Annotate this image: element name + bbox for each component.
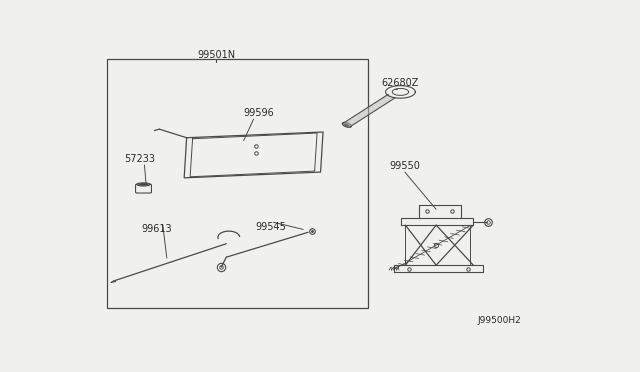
Bar xyxy=(108,59,368,308)
Text: J99500H2: J99500H2 xyxy=(477,316,521,325)
Text: 99545: 99545 xyxy=(255,222,286,231)
Text: 99596: 99596 xyxy=(243,108,274,118)
Ellipse shape xyxy=(140,183,147,185)
Text: 99613: 99613 xyxy=(141,224,172,234)
Text: 62680Z: 62680Z xyxy=(381,78,419,88)
Text: 57233: 57233 xyxy=(124,154,155,164)
Ellipse shape xyxy=(342,122,351,127)
Ellipse shape xyxy=(345,124,349,126)
Text: 99550: 99550 xyxy=(390,161,420,171)
Text: 99501N: 99501N xyxy=(197,50,236,60)
